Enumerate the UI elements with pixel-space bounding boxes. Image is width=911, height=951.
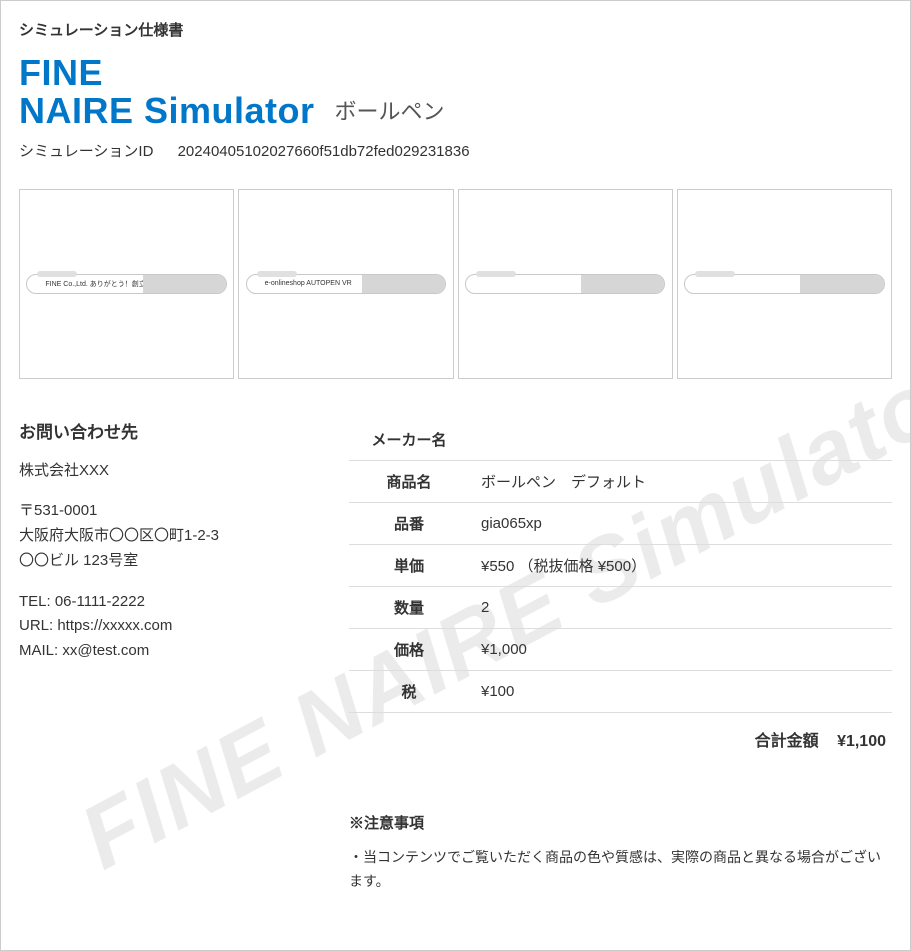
spec-label: メーカー名 [349,419,469,461]
thumbnail: FINE Co.,Ltd. ありがとう！創立50周年 [19,189,234,379]
spec-value: ボールペン デフォルト [469,460,892,502]
spec-sheet: FINE NAIRE Simulator シミュレーション仕様書 FINE NA… [0,0,911,951]
total-value: ¥1,100 [837,733,886,750]
notice-block: ※注意事項 ・当コンテンツでご覧いただく商品の色や質感は、実際の商品と異なる場合… [349,811,892,894]
spec-label: 価格 [349,628,469,670]
contact-block: お問い合わせ先 株式会社XXX 〒531-0001 大阪府大阪市〇〇区〇町1-2… [19,419,319,894]
table-row: 税 ¥100 [349,670,892,712]
product-name: ボールペン [335,94,445,130]
contact-heading: お問い合わせ先 [19,419,319,447]
brand-block: FINE NAIRE Simulator ボールペン [19,54,892,130]
content-row: お問い合わせ先 株式会社XXX 〒531-0001 大阪府大阪市〇〇区〇町1-2… [19,419,892,894]
pen-graphic [465,274,665,294]
spec-value: 2 [469,586,892,628]
simulation-id-row: シミュレーションID 20240405102027660f51db72fed02… [19,140,892,161]
total-row: 合計金額 ¥1,100 [349,727,892,751]
spec-value: gia065xp [469,502,892,544]
thumbnail [677,189,892,379]
brand-line1: FINE [19,54,892,92]
notice-body: ・当コンテンツでご覧いただく商品の色や質感は、実際の商品と異なる場合がございます… [349,846,892,894]
spec-label: 単価 [349,544,469,586]
brand-line2: NAIRE Simulator [19,92,315,130]
spec-table-block: メーカー名 商品名 ボールペン デフォルト 品番 gia065xp 単価 ¥55… [349,419,892,894]
table-row: メーカー名 [349,419,892,461]
contact-url: URL: https://xxxxx.com [19,614,319,639]
spec-table: メーカー名 商品名 ボールペン デフォルト 品番 gia065xp 単価 ¥55… [349,419,892,713]
sim-id-label: シミュレーションID [19,143,153,160]
spec-value: ¥550 （税抜価格 ¥500） [469,544,892,586]
spec-label: 品番 [349,502,469,544]
thumbnail: e-onlineshop AUTOPEN VR [238,189,453,379]
contact-company: 株式会社XXX [19,459,319,484]
contact-details: TEL: 06-1111-2222 URL: https://xxxxx.com… [19,590,319,664]
table-row: 価格 ¥1,000 [349,628,892,670]
spec-label: 数量 [349,586,469,628]
document-title: シミュレーション仕様書 [19,19,892,40]
contact-tel: TEL: 06-1111-2222 [19,590,319,615]
spec-value [469,419,892,461]
spec-label: 商品名 [349,460,469,502]
thumbnail-row: FINE Co.,Ltd. ありがとう！創立50周年 e-onlineshop … [19,189,892,379]
pen-inscription: e-onlineshop AUTOPEN VR [265,280,352,287]
contact-postal: 〒531-0001 [19,499,319,524]
table-row: 数量 2 [349,586,892,628]
table-row: 単価 ¥550 （税抜価格 ¥500） [349,544,892,586]
pen-graphic [684,274,884,294]
total-label: 合計金額 [755,733,819,750]
pen-graphic: e-onlineshop AUTOPEN VR [246,274,446,294]
spec-label: 税 [349,670,469,712]
table-row: 品番 gia065xp [349,502,892,544]
thumbnail [458,189,673,379]
contact-mail: MAIL: xx@test.com [19,639,319,664]
notice-heading: ※注意事項 [349,811,892,837]
sim-id-value: 20240405102027660f51db72fed029231836 [178,143,470,160]
contact-address: 〒531-0001 大阪府大阪市〇〇区〇町1-2-3 〇〇ビル 123号室 [19,499,319,573]
contact-addr2: 〇〇ビル 123号室 [19,549,319,574]
spec-value: ¥100 [469,670,892,712]
contact-addr1: 大阪府大阪市〇〇区〇町1-2-3 [19,524,319,549]
table-row: 商品名 ボールペン デフォルト [349,460,892,502]
spec-value: ¥1,000 [469,628,892,670]
pen-graphic: FINE Co.,Ltd. ありがとう！創立50周年 [26,274,226,294]
